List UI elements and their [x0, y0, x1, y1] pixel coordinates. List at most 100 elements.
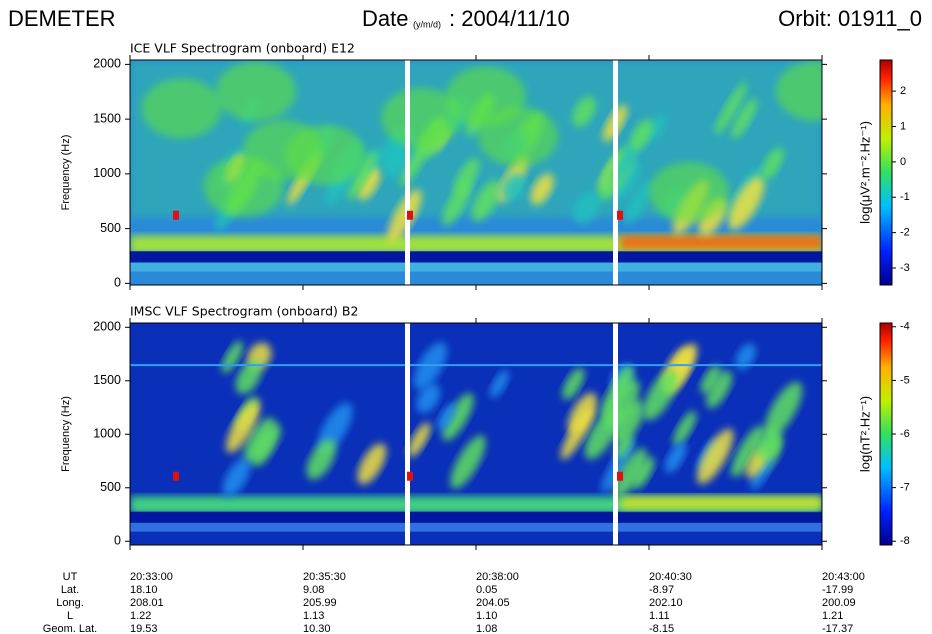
- panel-title: ICE VLF Spectrogram (onboard) E12: [130, 41, 355, 56]
- whistler-trace: [750, 456, 773, 490]
- whistler-trace: [728, 176, 765, 231]
- whistler-trace: [700, 365, 721, 395]
- data-gap: [613, 323, 618, 545]
- whistler-trace: [489, 370, 509, 398]
- y-tick-label: 500: [100, 480, 121, 494]
- spectrogram-band: [620, 235, 822, 249]
- whistler-trace: [357, 443, 387, 485]
- whistler-trace: [222, 458, 251, 498]
- row-label: Long.: [56, 597, 84, 609]
- spectrogram-blob: [478, 106, 559, 167]
- y-tick-label: 1000: [93, 427, 121, 441]
- colorbar-tick-label: -7: [900, 482, 910, 494]
- spectrogram-blob: [775, 60, 822, 121]
- row-value: 205.99: [303, 597, 337, 609]
- marker: [173, 210, 179, 220]
- whistler-trace: [632, 456, 655, 490]
- spectrogram-band: [130, 262, 822, 272]
- colorbar-label: log(μV².m⁻².Hz⁻¹): [857, 121, 872, 224]
- whistler-trace: [714, 81, 747, 135]
- spectrogram-image: [130, 60, 822, 285]
- whistler-trace: [407, 422, 431, 457]
- whistler-trace: [306, 439, 336, 480]
- panel-title: IMSC VLF Spectrogram (onboard) B2: [130, 304, 358, 319]
- whistler-trace: [756, 427, 782, 459]
- data-gap: [405, 323, 410, 545]
- whistler-trace: [562, 367, 585, 400]
- whistler-trace: [761, 147, 784, 180]
- row-value: -8.97: [649, 584, 674, 596]
- date-unit: (y/m/d): [413, 19, 441, 29]
- row-value: 20:43:00: [822, 571, 865, 583]
- orbit: Orbit: 01911_0: [778, 6, 922, 31]
- spectrogram-blob: [649, 162, 730, 223]
- spectrogram-band: [130, 522, 822, 532]
- y-axis-label: Frequency (Hz): [60, 135, 72, 211]
- whistler-trace: [235, 360, 262, 395]
- whistler-trace: [346, 150, 378, 200]
- whistler-trace: [357, 167, 381, 201]
- colorbar-tick-label: 1: [900, 120, 906, 132]
- colorbar-tick-label: 2: [900, 85, 906, 97]
- colorbar-tick-label: -2: [900, 227, 910, 239]
- y-tick-label: 1000: [93, 166, 121, 180]
- whistler-trace: [642, 369, 678, 421]
- whistler-trace: [614, 432, 633, 460]
- whistler-trace: [442, 393, 474, 441]
- row-value: -17.99: [822, 584, 853, 596]
- row-value: 9.08: [303, 584, 324, 596]
- whistler-trace: [437, 402, 457, 431]
- row-value: -8.15: [649, 623, 674, 634]
- spectrogram-band: [620, 496, 822, 510]
- whistler-trace: [735, 343, 756, 370]
- colorbar-tick-label: -5: [900, 374, 910, 386]
- row-value: 1.11: [649, 610, 670, 622]
- row-value: 10.30: [303, 623, 331, 634]
- whistler-trace: [764, 381, 803, 438]
- y-tick-label: 2000: [93, 320, 121, 334]
- whistler-trace: [614, 448, 647, 498]
- whistler-trace: [502, 173, 526, 202]
- spectrogram-blob: [285, 125, 366, 186]
- y-tick-label: 500: [100, 221, 121, 235]
- whistler-trace: [664, 441, 687, 474]
- whistler-trace: [387, 189, 422, 242]
- whistler-trace: [624, 181, 653, 224]
- whistler-trace: [530, 173, 554, 205]
- spectrogram-blob: [141, 78, 222, 139]
- row-value: 1.10: [476, 610, 497, 622]
- whistler-trace: [416, 383, 441, 414]
- row-value: 20:35:30: [303, 571, 346, 583]
- row-value: 20:40:30: [649, 571, 692, 583]
- row-value: 19.53: [130, 623, 158, 634]
- date-label: Date: [362, 6, 408, 31]
- whistler-trace: [697, 428, 734, 485]
- colorbar: [879, 59, 893, 286]
- row-value: 204.05: [476, 597, 510, 609]
- whistler-trace: [730, 425, 764, 478]
- marker: [617, 210, 623, 220]
- colorbar-tick-label: -8: [900, 535, 910, 547]
- row-value: 20:38:00: [476, 571, 519, 583]
- whistler-trace: [731, 98, 758, 139]
- colorbar-tick-label: -1: [900, 191, 910, 203]
- colorbar: [879, 322, 893, 546]
- row-value: 1.08: [476, 623, 497, 634]
- colorbar-label: log(nT².Hz⁻¹): [857, 396, 872, 472]
- y-axis-label: Frequency (Hz): [60, 396, 72, 472]
- y-tick-label: 1500: [93, 373, 121, 387]
- data-gap: [613, 60, 618, 285]
- whistler-trace: [612, 400, 644, 444]
- row-value: 20:33:00: [130, 571, 173, 583]
- y-tick-label: 1500: [93, 111, 121, 125]
- row-value: -17.37: [822, 623, 853, 634]
- marker: [173, 471, 179, 481]
- row-label: Lat.: [61, 584, 79, 596]
- row-value: 0.05: [476, 584, 497, 596]
- whistler-trace: [453, 158, 480, 197]
- instrument: DEMETER: [8, 6, 116, 31]
- marker: [617, 471, 623, 481]
- whistler-trace: [226, 400, 261, 453]
- y-tick-label: 0: [114, 276, 121, 290]
